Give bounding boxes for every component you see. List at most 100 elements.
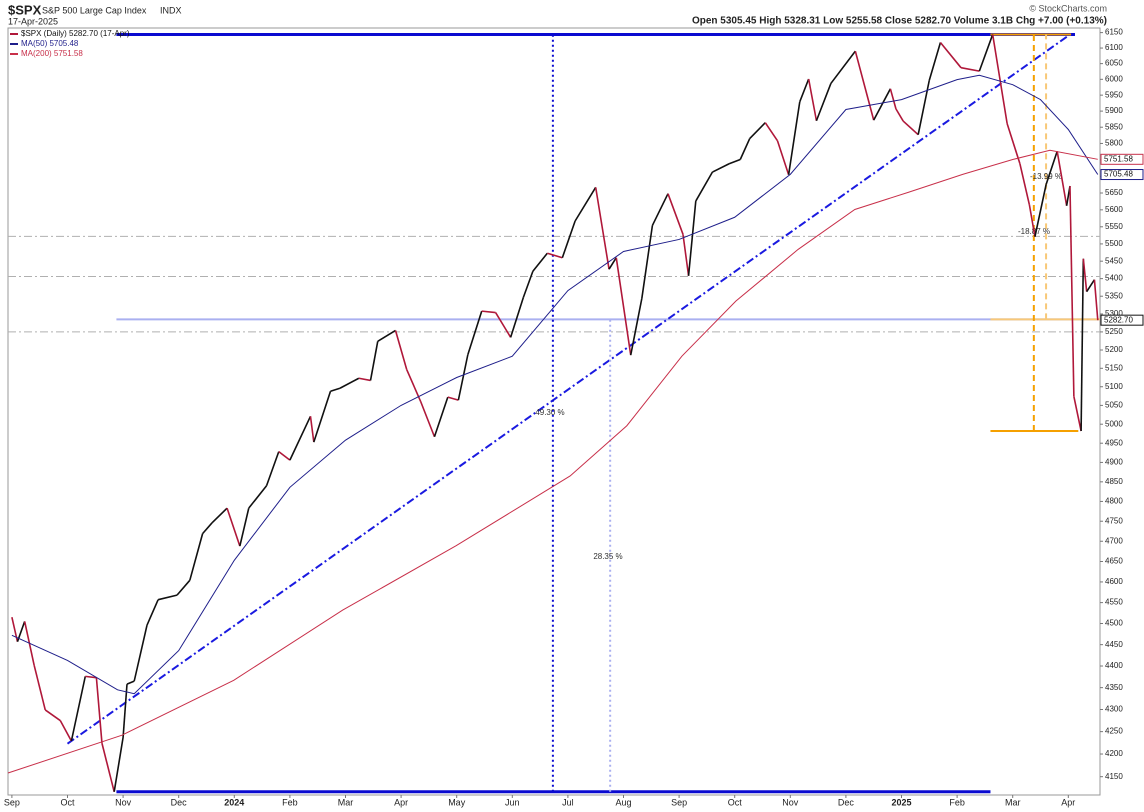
y-tick-label: 5550 [1105, 222, 1123, 231]
price-segment [889, 88, 897, 110]
last-value-label: 5705.48 [1104, 170, 1133, 179]
price-segment [467, 310, 483, 355]
price-segment [330, 387, 341, 392]
legend-label: $SPX (Daily) 5282.70 (17-Apr) [21, 29, 130, 38]
price-segment [1073, 396, 1082, 432]
annotation-line [66, 31, 1074, 745]
price-segment [239, 507, 250, 547]
price-segment [1080, 258, 1085, 432]
y-tick-label: 4650 [1105, 557, 1123, 566]
y-tick-label: 5650 [1105, 188, 1123, 197]
price-segment [522, 271, 534, 298]
x-tick-label: Sep [4, 797, 20, 807]
price-segment [85, 675, 97, 679]
price-segment [1069, 185, 1075, 397]
price-segment [313, 390, 332, 443]
price-segment [1056, 151, 1068, 206]
price-segment [146, 599, 159, 626]
price-segment [59, 720, 73, 742]
last-value-box [1100, 153, 1144, 165]
price-segment [547, 252, 563, 259]
y-tick-label: 5900 [1105, 106, 1123, 115]
price-segment [1082, 258, 1088, 292]
x-tick-label: Oct [60, 797, 75, 807]
y-tick-label: 4450 [1105, 640, 1123, 649]
y-tick-label: 5350 [1105, 291, 1123, 300]
y-tick-label: 4550 [1105, 598, 1123, 607]
annotation-label: 49.30 % [535, 408, 564, 417]
y-tick-label: 4150 [1105, 772, 1123, 781]
x-tick-label: Mar [1005, 797, 1021, 807]
price-segment [728, 158, 741, 165]
price-segment [157, 594, 178, 601]
price-segment [561, 220, 576, 258]
x-tick-label: 2024 [224, 797, 244, 807]
y-tick-label: 5850 [1105, 122, 1123, 131]
price-segment [574, 186, 597, 222]
y-tick-label: 5600 [1105, 205, 1123, 214]
y-tick-label: 5300 [1105, 309, 1123, 318]
price-segment [394, 330, 408, 370]
x-tick-label: 2025 [891, 797, 911, 807]
exchange: INDX [160, 5, 182, 15]
price-segment [122, 684, 128, 738]
y-tick-label: 4800 [1105, 497, 1123, 506]
y-tick-label: 6100 [1105, 43, 1123, 52]
y-tick-label: 4250 [1105, 727, 1123, 736]
y-tick-label: 4750 [1105, 516, 1123, 525]
price-segment [682, 234, 690, 276]
x-tick-label: Jul [562, 797, 574, 807]
y-tick-label: 6050 [1105, 59, 1123, 68]
price-segment [309, 416, 315, 443]
plot-frame [7, 27, 1101, 796]
x-tick-label: Aug [615, 797, 631, 807]
price-segment [830, 50, 856, 84]
price-segment [1019, 163, 1031, 205]
price-segment [494, 312, 512, 338]
y-tick-label: 6000 [1105, 74, 1123, 83]
x-tick-label: Feb [949, 797, 965, 807]
price-segment [651, 193, 669, 226]
price-segment [70, 676, 87, 742]
last-value-label: 5282.70 [1104, 315, 1133, 324]
price-segment [278, 451, 291, 461]
price-segment [457, 354, 469, 401]
price-segment [608, 257, 617, 270]
price-segment [1045, 151, 1058, 185]
price-segment [687, 200, 697, 276]
price-segment [248, 485, 268, 509]
price-segment [1028, 204, 1036, 237]
y-tick-label: 5800 [1105, 139, 1123, 148]
price-segment [377, 329, 396, 342]
x-tick-label: Dec [838, 797, 855, 807]
price-segment [902, 120, 919, 136]
x-tick-label: Sep [671, 797, 687, 807]
last-value-box [1100, 314, 1144, 326]
price-segment [991, 34, 1008, 124]
y-tick-label: 4950 [1105, 438, 1123, 447]
y-tick-label: 5450 [1105, 256, 1123, 265]
price-segment [113, 737, 124, 792]
y-tick-label: 4400 [1105, 661, 1123, 670]
price-segment [226, 507, 241, 547]
price-segment [433, 396, 449, 437]
y-tick-label: 4300 [1105, 705, 1123, 714]
x-tick-label: Apr [1061, 797, 1075, 807]
y-tick-label: 5950 [1105, 90, 1123, 99]
x-tick-label: May [448, 797, 466, 807]
y-tick-label: 5400 [1105, 274, 1123, 283]
price-segment [419, 400, 436, 438]
price-segment [509, 297, 525, 338]
y-tick-label: 5050 [1105, 400, 1123, 409]
price-segment [532, 252, 548, 272]
x-tick-label: Feb [282, 797, 298, 807]
price-segment [289, 415, 312, 461]
y-tick-label: 4500 [1105, 619, 1123, 628]
price-segment [594, 187, 610, 270]
price-segment [339, 377, 360, 389]
price-segment [695, 171, 714, 202]
last-value-box [1100, 169, 1144, 181]
annotation-label: 28.35 % [593, 552, 622, 561]
price-segment [211, 507, 228, 524]
moving-average [7, 149, 1098, 774]
